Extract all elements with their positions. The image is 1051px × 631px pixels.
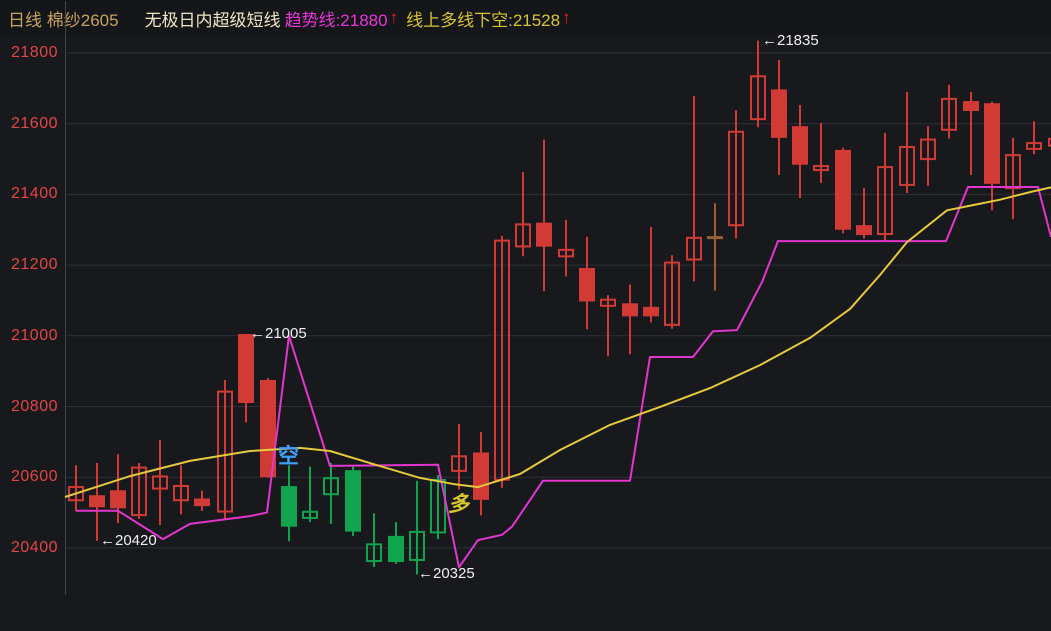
candle-body [388,535,404,563]
y-axis-label: 20800 [11,397,58,415]
candle-body [194,498,210,507]
candle-body-hollow [664,261,680,326]
candle-body-hollow [302,510,318,519]
candle-body-hollow [451,455,467,472]
price-annotation: ←20420 [100,531,157,549]
y-axis-label: 21000 [11,326,58,344]
candle-body-hollow [686,236,702,261]
candle-body-hollow [920,138,936,161]
trend-line-value-label: 趋势线:21880 [284,10,388,30]
y-axis-label: 20400 [11,538,58,556]
candle-body [622,303,638,317]
candle-body-hollow [899,145,915,186]
candle-body-hollow [217,390,233,513]
trend-up-arrow-icon: ↑ [389,8,399,27]
doji-bar [707,236,723,240]
ma-line [64,186,1051,498]
short-signal-marker: 空 [278,445,299,468]
candle-body-hollow [1026,142,1042,150]
candle-body [238,334,254,403]
candle-body [536,222,552,247]
candle-body-hollow [600,298,616,307]
candle-body [856,225,872,236]
indicator-name-label: 无极日内超级短线 [144,10,281,30]
candle-body-hollow [152,475,168,490]
candle-body-hollow [323,477,339,496]
signal-up-arrow-icon: ↑ [562,8,571,27]
price-annotation: ←20325 [418,565,475,583]
candle-body-hollow [750,75,766,121]
candle-body-hollow [515,223,531,248]
candle-body-hollow [877,166,893,236]
candle-body [792,126,808,165]
trend-line [76,186,1051,569]
candle-body [579,267,595,302]
candle-body-hollow [813,165,829,172]
y-axis-label: 20600 [11,468,58,486]
candle-body-hollow [430,478,446,534]
candle-body-hollow [131,466,147,517]
candle-body [473,452,489,500]
y-axis-label: 21600 [11,114,58,132]
timeframe-and-symbol-label[interactable]: 日线 棉纱2605 [8,6,119,31]
price-annotation: ←21005 [250,325,307,343]
candle-body-hollow [409,530,425,561]
y-axis-label: 21800 [11,44,58,61]
candle-body-hollow [1005,154,1021,190]
timeframe-label: 日线 [8,10,42,30]
candle-body-hollow [68,486,84,502]
candle-body [963,101,979,111]
candle-body [281,486,297,527]
candlestick-chart-canvas[interactable] [0,0,1051,595]
candle-body [260,379,276,478]
candle-body [89,495,105,508]
candle-body-hollow [558,248,574,258]
candle-body-hollow [173,484,189,502]
symbol-label: 棉纱2605 [46,10,119,30]
candle-body [835,149,851,230]
signal-line-value-label: 线上多线下空:21528 [406,10,561,30]
candle-body [771,89,787,138]
candle-body-hollow [366,543,382,563]
price-annotation: ←21835 [762,31,819,49]
candle-body-hollow [728,130,744,227]
candle-body [345,470,361,532]
candle-body [984,103,1000,184]
candle-body [643,306,659,317]
long-signal-marker: 多 [448,493,469,516]
y-axis-label: 21400 [11,185,58,203]
candle-body-hollow [1048,137,1051,147]
y-axis-label: 21200 [11,256,58,274]
chart-header-bar: 日线 棉纱2605 无极日内超级短线 趋势线:21880 ↑ 线上多线下空:21… [0,0,1051,36]
candle-body-hollow [941,97,957,131]
candle-body [110,490,126,509]
